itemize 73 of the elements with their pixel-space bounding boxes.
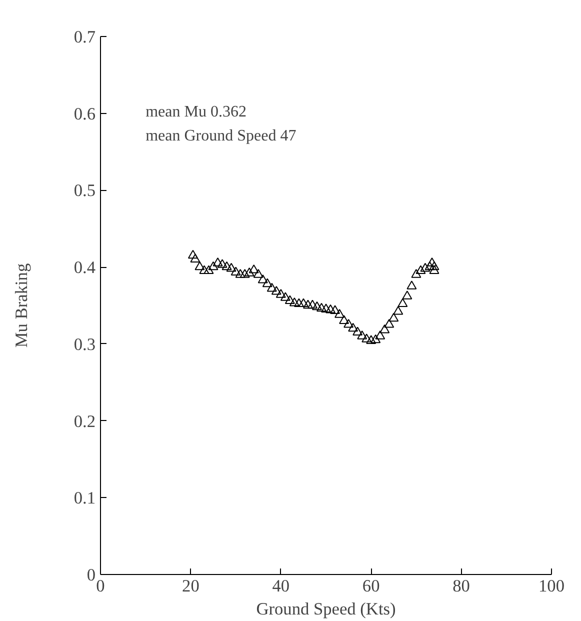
- point: [240, 269, 250, 278]
- point: [384, 319, 394, 328]
- point: [190, 254, 200, 262]
- point: [208, 261, 218, 270]
- annotation: mean Mu 0.362: [146, 103, 246, 120]
- point: [188, 250, 198, 259]
- y-tick-label: 0.3: [74, 334, 96, 354]
- point: [393, 306, 404, 315]
- point: [212, 258, 223, 266]
- point: [429, 265, 440, 274]
- point: [271, 286, 282, 295]
- point: [339, 315, 350, 324]
- point: [199, 265, 210, 274]
- point: [321, 304, 331, 312]
- point: [398, 298, 408, 308]
- point: [429, 261, 440, 270]
- point: [258, 274, 268, 284]
- point: [289, 298, 300, 306]
- point: [334, 309, 345, 318]
- point: [420, 262, 430, 272]
- point: [302, 300, 313, 309]
- point: [226, 262, 236, 272]
- point: [230, 266, 241, 276]
- point: [375, 330, 386, 340]
- point: [204, 265, 214, 274]
- point: [307, 300, 318, 309]
- point: [222, 261, 232, 270]
- point: [380, 324, 390, 334]
- point: [294, 298, 304, 308]
- point: [217, 259, 228, 268]
- annotation: mean Ground Speed 47: [146, 128, 296, 145]
- point: [312, 301, 322, 310]
- point: [344, 319, 354, 328]
- point: [388, 312, 399, 322]
- point: [280, 292, 290, 301]
- y-tick-label: 0.2: [74, 412, 96, 431]
- point: [352, 326, 363, 336]
- point: [253, 269, 264, 278]
- point: [266, 282, 277, 292]
- y-tick-label: 0.7: [74, 28, 96, 46]
- point: [416, 265, 426, 274]
- point: [248, 264, 259, 274]
- x-axis-title: Ground Speed (Kts): [256, 600, 396, 618]
- y-tick-label: 0.6: [74, 104, 96, 124]
- point: [326, 304, 336, 314]
- x-tick-label: 40: [272, 576, 290, 596]
- point: [402, 290, 412, 300]
- point: [357, 330, 368, 340]
- y-tick-label: 0.1: [74, 488, 96, 508]
- y-axis-title: Mu Braking: [12, 263, 31, 348]
- point: [370, 334, 381, 344]
- point: [235, 269, 246, 278]
- point: [362, 334, 372, 342]
- point: [348, 322, 358, 332]
- point: [284, 295, 295, 304]
- point: [194, 261, 205, 270]
- y-tick-label: 0.4: [74, 258, 96, 278]
- x-tick-label: 100: [538, 576, 565, 596]
- point: [424, 261, 435, 270]
- point: [411, 269, 422, 278]
- point: [262, 278, 272, 288]
- x-tick-label: 60: [362, 576, 380, 596]
- point: [276, 289, 286, 298]
- x-tick-label: 20: [182, 576, 200, 596]
- point: [406, 280, 417, 290]
- point: [330, 305, 340, 314]
- point: [316, 302, 326, 312]
- x-tick-label: 80: [452, 576, 470, 596]
- point: [366, 335, 376, 344]
- y-tick-label: 0.5: [74, 181, 96, 200]
- point: [298, 298, 308, 308]
- point: [244, 268, 254, 276]
- point: [426, 258, 437, 266]
